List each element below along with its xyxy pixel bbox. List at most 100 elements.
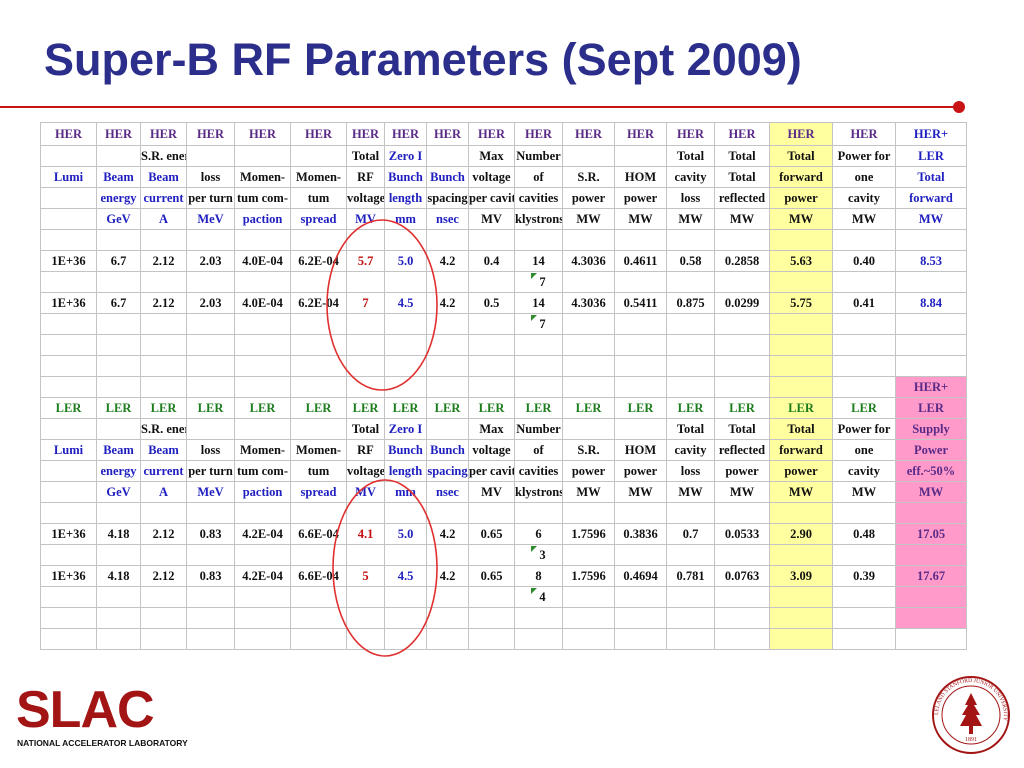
ler-data-cell: 17.05 xyxy=(895,523,967,545)
empty-cell xyxy=(384,607,427,629)
ler-header-cell: energy xyxy=(96,460,141,482)
empty-cell xyxy=(666,544,715,566)
empty-cell xyxy=(714,628,770,650)
her-header-cell: MV xyxy=(468,208,515,230)
her-klystron-sub-cell: 7 xyxy=(514,271,563,293)
ler-tag-cell: LER xyxy=(40,397,97,419)
ler-data-cell: 0.4694 xyxy=(614,565,667,587)
ler-data-cell: 1.7596 xyxy=(562,565,615,587)
her-data-cell: 5.75 xyxy=(769,292,833,314)
her-header-cell: Total xyxy=(895,166,967,188)
comment-marker-icon xyxy=(531,314,538,321)
ler-header-cell xyxy=(186,418,235,440)
her-header-cell xyxy=(40,145,97,167)
her-header-cell: loss xyxy=(186,166,235,188)
empty-cell xyxy=(614,313,667,335)
her-data-cell: 0.5 xyxy=(468,292,515,314)
her-data-cell: 0.4 xyxy=(468,250,515,272)
empty-cell xyxy=(40,607,97,629)
ler-blank-row xyxy=(40,502,967,524)
empty-cell xyxy=(234,628,291,650)
her-header-cell: Total xyxy=(769,145,833,167)
empty-cell xyxy=(769,607,833,629)
empty-cell xyxy=(714,544,770,566)
empty-cell xyxy=(96,334,141,356)
ler-header-cell: cavities xyxy=(514,460,563,482)
ler-data-cell: 5.0 xyxy=(384,523,427,545)
her-header-cell: forward xyxy=(769,166,833,188)
empty-cell xyxy=(714,334,770,356)
ler-data-cell: 0.781 xyxy=(666,565,715,587)
empty-cell xyxy=(140,271,187,293)
empty-cell xyxy=(562,334,615,356)
her-header-cell: tum xyxy=(290,187,347,209)
empty-cell xyxy=(346,544,385,566)
empty-cell xyxy=(769,271,833,293)
her-tag-cell: HER xyxy=(562,122,615,146)
her-header-cell: Momen- xyxy=(290,166,347,188)
empty-cell xyxy=(895,586,967,608)
empty-cell xyxy=(140,607,187,629)
her-header-cell: Bunch xyxy=(384,166,427,188)
ler-tag-cell: LER xyxy=(614,397,667,419)
ler-header-cell: mm xyxy=(384,481,427,503)
empty-cell xyxy=(832,355,896,377)
empty-cell xyxy=(666,586,715,608)
ler-header-cell: S.R. energy xyxy=(140,418,187,440)
empty-cell xyxy=(468,544,515,566)
her-data-row-1-sub: 7 xyxy=(40,271,967,293)
comment-marker-icon xyxy=(531,587,538,594)
her-header-cell: reflected xyxy=(714,187,770,209)
empty-cell xyxy=(290,229,347,251)
ler-tag-cell: LER xyxy=(426,397,469,419)
ler-data-cell: 4.1 xyxy=(346,523,385,545)
her-ler-label-cell: HER+ xyxy=(895,376,967,398)
ler-data-cell: 0.65 xyxy=(468,523,515,545)
ler-header-cell: voltage xyxy=(346,460,385,482)
empty-cell xyxy=(769,355,833,377)
ler-tag-cell: LER xyxy=(666,397,715,419)
her-data-cell: 0.4611 xyxy=(614,250,667,272)
her-tag-cell: HER xyxy=(40,122,97,146)
her-header-cell: Number xyxy=(514,145,563,167)
empty-cell xyxy=(96,586,141,608)
empty-cell xyxy=(666,376,715,398)
page-title: Super-B RF Parameters (Sept 2009) xyxy=(44,34,802,85)
empty-cell xyxy=(562,607,615,629)
empty-cell xyxy=(426,586,469,608)
empty-cell xyxy=(234,376,291,398)
ler-header-cell xyxy=(426,418,469,440)
empty-cell xyxy=(140,586,187,608)
empty-cell xyxy=(895,502,967,524)
her-klystron-sub-cell: 7 xyxy=(539,316,546,331)
empty-cell xyxy=(769,229,833,251)
empty-cell xyxy=(40,229,97,251)
empty-cell xyxy=(346,586,385,608)
ler-header-cell: spread xyxy=(290,481,347,503)
empty-cell xyxy=(769,586,833,608)
her-header-cell: Power for xyxy=(832,145,896,167)
ler-header-cell: spacing xyxy=(426,460,469,482)
ler-data-cell: 0.39 xyxy=(832,565,896,587)
empty-cell xyxy=(666,628,715,650)
ler-header-cell: Power for xyxy=(832,418,896,440)
empty-cell xyxy=(346,376,385,398)
her-tag-cell: HER+ xyxy=(895,122,967,146)
empty-cell xyxy=(562,376,615,398)
empty-cell xyxy=(186,628,235,650)
ler-data-cell: 1E+36 xyxy=(40,523,97,545)
empty-cell xyxy=(290,607,347,629)
ler-header-cell: Number xyxy=(514,418,563,440)
ler-data-cell: 8 xyxy=(514,565,563,587)
ler-header-cell: power xyxy=(769,460,833,482)
her-header-cell: klystrons xyxy=(514,208,563,230)
empty-cell xyxy=(186,355,235,377)
empty-cell xyxy=(468,229,515,251)
empty-cell xyxy=(234,229,291,251)
her-data-cell: 4.3036 xyxy=(562,250,615,272)
her-tag-cell: HER xyxy=(186,122,235,146)
ler-header-row-4: GeV A MeV paction spread MV mm nsec MV klystrons M… xyxy=(40,481,967,503)
ler-data-cell: 2.90 xyxy=(769,523,833,545)
her-header-cell: Total xyxy=(714,166,770,188)
empty-cell xyxy=(290,376,347,398)
